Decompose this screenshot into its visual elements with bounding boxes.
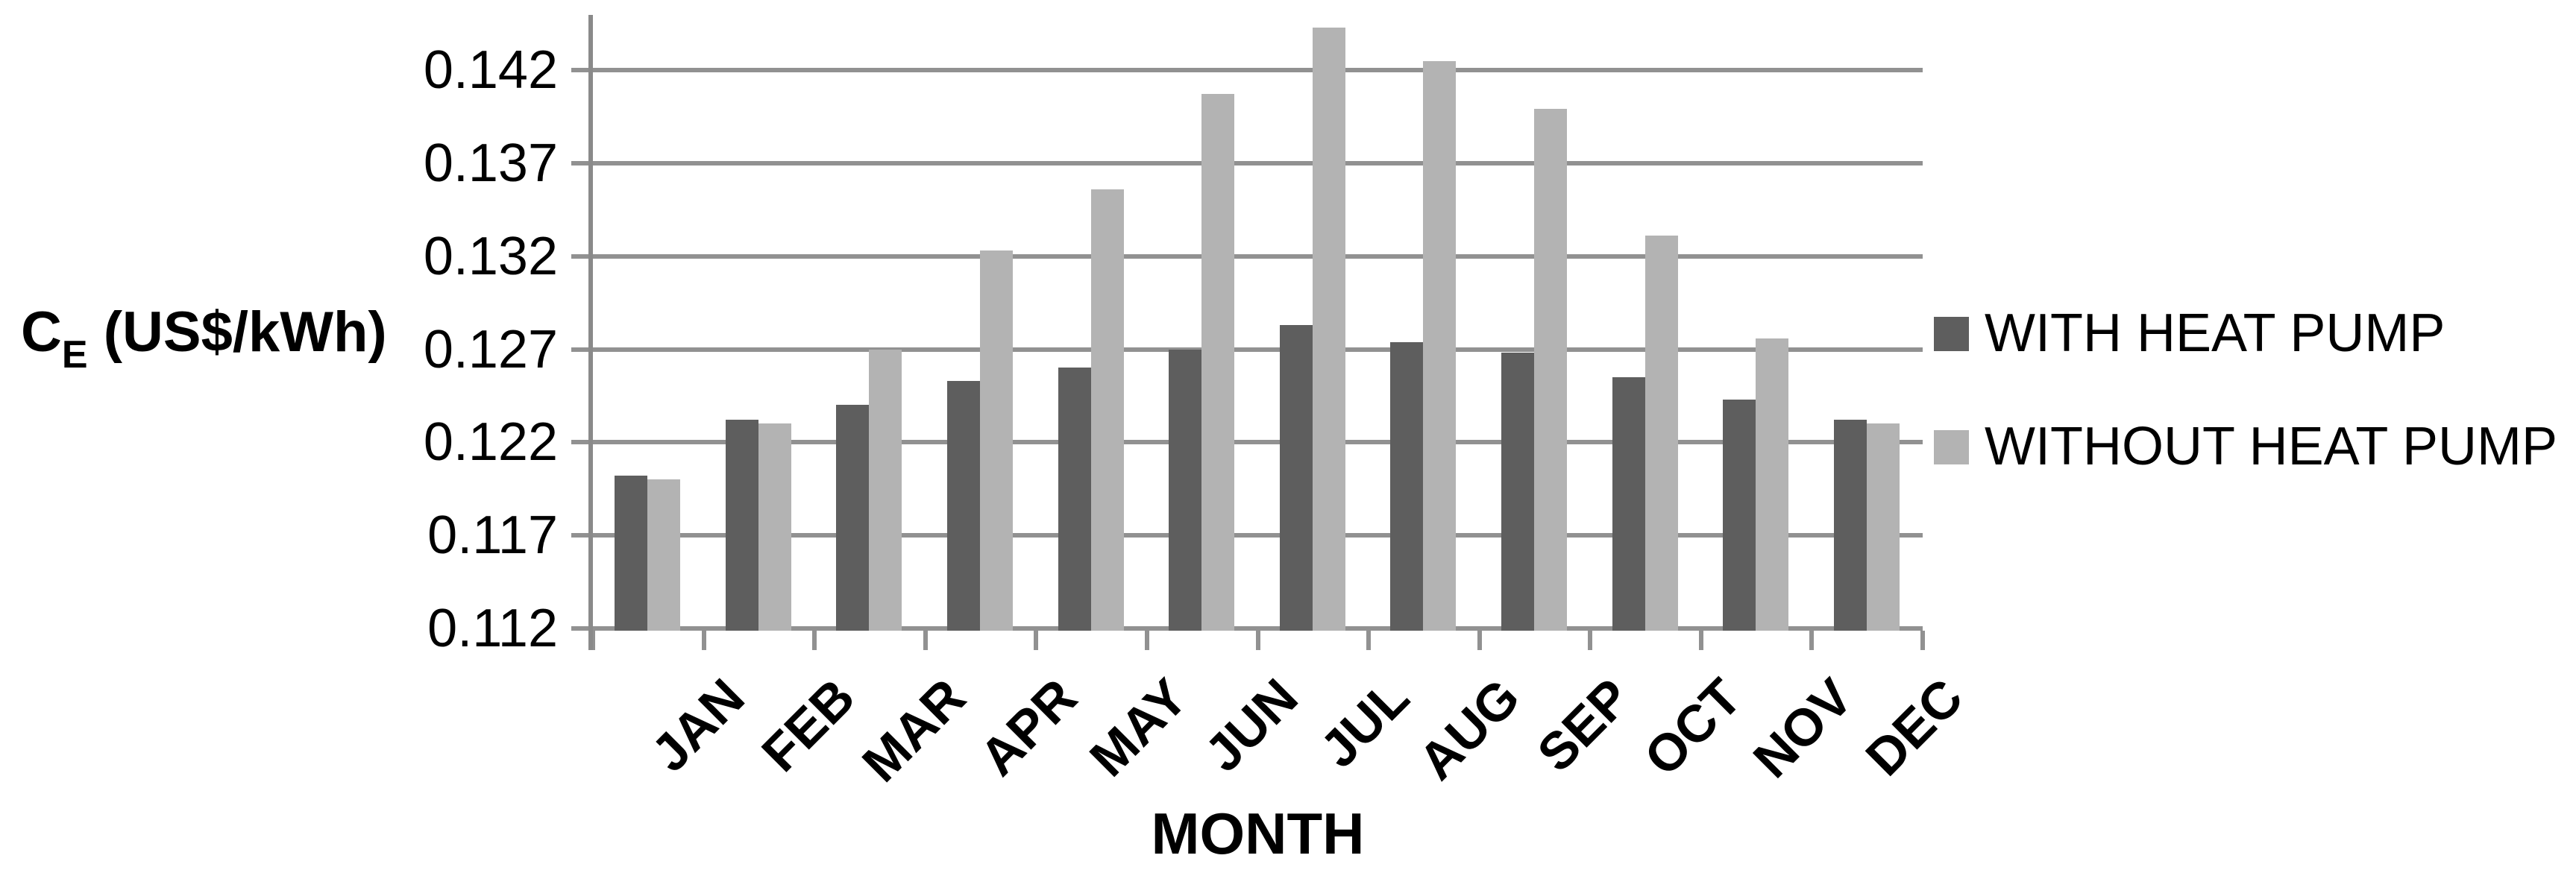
y-axis-tick-mark (571, 68, 593, 72)
y-axis-title-symbol: C (21, 300, 62, 364)
legend-swatch-with-heat-pump (1934, 317, 1969, 351)
x-category-label: OCT (1633, 667, 1753, 787)
x-axis-tick-mark (1255, 631, 1260, 650)
x-category-label: JUN (1194, 667, 1310, 783)
bar-without-heat-pump (1756, 338, 1789, 631)
y-axis-title-units: (US$/kWh) (87, 300, 387, 364)
x-axis-tick-mark (1477, 631, 1482, 650)
bar-with-heat-pump (615, 476, 648, 631)
x-axis-tick-mark (1034, 631, 1039, 650)
y-axis-tick-label: 0.132 (423, 226, 558, 286)
y-axis-title: CE (US$/kWh) (21, 298, 387, 376)
x-axis-tick-mark (591, 631, 595, 650)
bar-without-heat-pump (869, 349, 902, 631)
gridline (593, 533, 1923, 538)
bar-without-heat-pump (647, 479, 681, 631)
y-axis-tick-label: 0.122 (423, 412, 558, 473)
x-axis-tick-mark (1588, 631, 1593, 650)
x-category-label: MAY (1078, 667, 1199, 788)
bar-with-heat-pump (1058, 368, 1091, 631)
y-axis-tick-mark (571, 160, 593, 166)
bar-with-heat-pump (1279, 325, 1313, 631)
gridline (593, 68, 1923, 72)
x-category-label: FEB (750, 667, 866, 783)
legend-label-without-heat-pump: WITHOUT HEAT PUMP (1985, 417, 2558, 476)
bar-without-heat-pump (1423, 60, 1457, 631)
y-axis-tick-mark (571, 626, 593, 631)
y-axis-tick-mark (571, 533, 593, 538)
x-category-label: APR (968, 667, 1088, 787)
bar-without-heat-pump (1201, 94, 1235, 631)
y-axis-line (588, 15, 593, 650)
bar-with-heat-pump (1833, 420, 1867, 631)
x-axis-tick-mark (1144, 631, 1149, 650)
x-axis-tick-mark (923, 631, 928, 650)
x-category-label: JUL (1309, 667, 1420, 779)
y-axis-tick-label: 0.127 (423, 319, 558, 379)
y-axis-tick-label: 0.112 (427, 599, 558, 658)
y-axis-tick-label: 0.117 (427, 505, 558, 566)
legend-label-with-heat-pump: WITH HEAT PUMP (1985, 303, 2445, 363)
y-axis-tick-label: 0.142 (423, 40, 558, 100)
x-axis-tick-mark (812, 631, 817, 650)
x-category-label: AUG (1407, 667, 1531, 791)
y-axis-tick-mark (571, 253, 593, 259)
gridline (593, 347, 1923, 352)
y-axis-tick-mark (571, 347, 593, 352)
bar-without-heat-pump (758, 423, 791, 631)
bar-with-heat-pump (1390, 341, 1424, 631)
x-axis-tick-mark (701, 631, 706, 650)
bar-with-heat-pump (1501, 353, 1534, 631)
x-axis-line (593, 626, 1923, 631)
bar-without-heat-pump (1866, 423, 1900, 631)
x-category-label: NOV (1741, 667, 1864, 789)
gridline (593, 440, 1923, 445)
x-category-label: MAR (851, 667, 977, 793)
x-axis-tick-mark (1698, 631, 1703, 650)
bar-with-heat-pump (1723, 399, 1756, 631)
y-axis-title-subscript: E (61, 333, 88, 376)
gridline (593, 253, 1923, 259)
gridline (593, 160, 1923, 166)
y-axis-tick-mark (571, 440, 593, 445)
x-axis-tick-mark (1366, 631, 1372, 650)
x-axis-tick-mark (1920, 631, 1925, 650)
bar-with-heat-pump (1169, 349, 1202, 631)
x-axis-tick-mark (1809, 631, 1815, 650)
bar-without-heat-pump (980, 250, 1014, 631)
legend-swatch-without-heat-pump (1934, 430, 1969, 464)
bar-without-heat-pump (1644, 236, 1678, 631)
bar-with-heat-pump (836, 405, 870, 631)
x-category-label: DEC (1855, 667, 1974, 787)
x-category-label: JAN (640, 667, 755, 783)
y-axis-tick-label: 0.137 (423, 133, 558, 193)
bar-without-heat-pump (1533, 109, 1567, 631)
bar-with-heat-pump (1612, 376, 1645, 631)
bar-with-heat-pump (725, 420, 758, 631)
bar-with-heat-pump (947, 380, 981, 631)
x-category-label: SEP (1526, 667, 1642, 783)
bar-without-heat-pump (1312, 27, 1345, 631)
bar-without-heat-pump (1090, 189, 1124, 631)
x-axis-title: MONTH (1151, 801, 1365, 866)
